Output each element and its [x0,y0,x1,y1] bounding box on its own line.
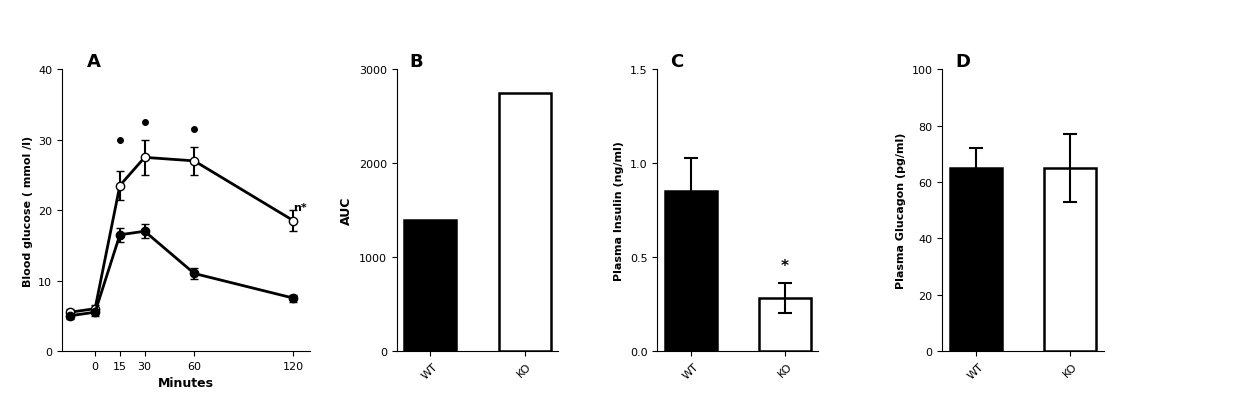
Text: A: A [87,53,100,71]
Bar [498,94,551,351]
Text: *: * [781,259,789,273]
Bar [404,220,456,351]
Bar [950,169,1002,351]
Y-axis label: AUC: AUC [341,197,353,225]
X-axis label: Minutes: Minutes [157,376,215,389]
Text: B: B [409,53,423,71]
Text: D: D [955,53,970,71]
Bar [665,192,717,351]
Bar [759,299,811,351]
Y-axis label: Plasma Insulin (ng/ml): Plasma Insulin (ng/ml) [614,141,624,280]
Bar [1044,169,1096,351]
Y-axis label: Blood glucose ( mmol /l): Blood glucose ( mmol /l) [22,135,32,286]
Text: C: C [670,53,683,71]
Y-axis label: Plasma Glucagon (pg/ml): Plasma Glucagon (pg/ml) [897,133,906,289]
Text: n*: n* [294,202,308,212]
